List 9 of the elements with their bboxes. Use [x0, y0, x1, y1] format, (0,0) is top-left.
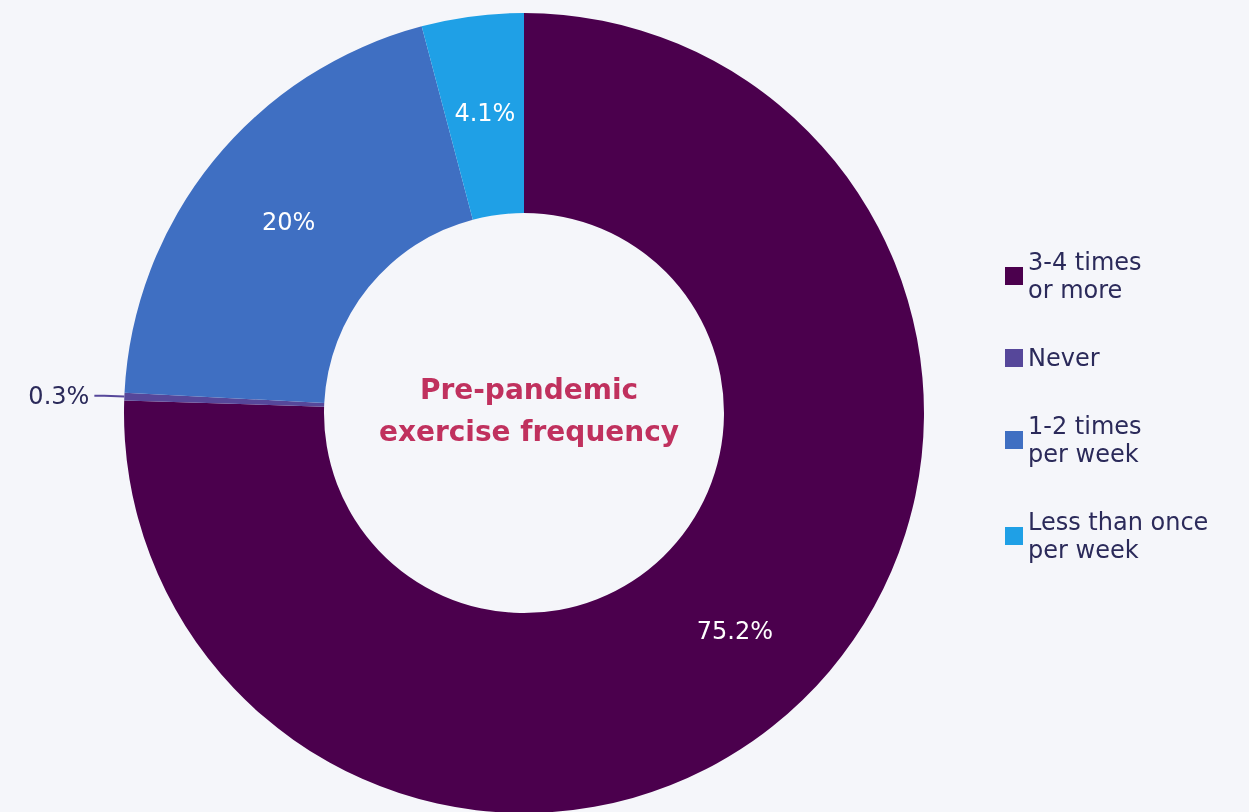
data-label: 0.3%: [28, 381, 90, 410]
legend-label: Less than once per week: [1028, 508, 1209, 564]
data-label: 75.2%: [696, 616, 773, 645]
data-label: 20%: [261, 208, 316, 237]
legend-label: 1-2 times per week: [1028, 412, 1142, 468]
legend-label: 3-4 times or more: [1028, 248, 1142, 304]
data-label: 4.1%: [454, 98, 516, 127]
legend-label: Never: [1028, 344, 1100, 372]
text: Pre-pandemic exercise frequency: [378, 372, 680, 448]
